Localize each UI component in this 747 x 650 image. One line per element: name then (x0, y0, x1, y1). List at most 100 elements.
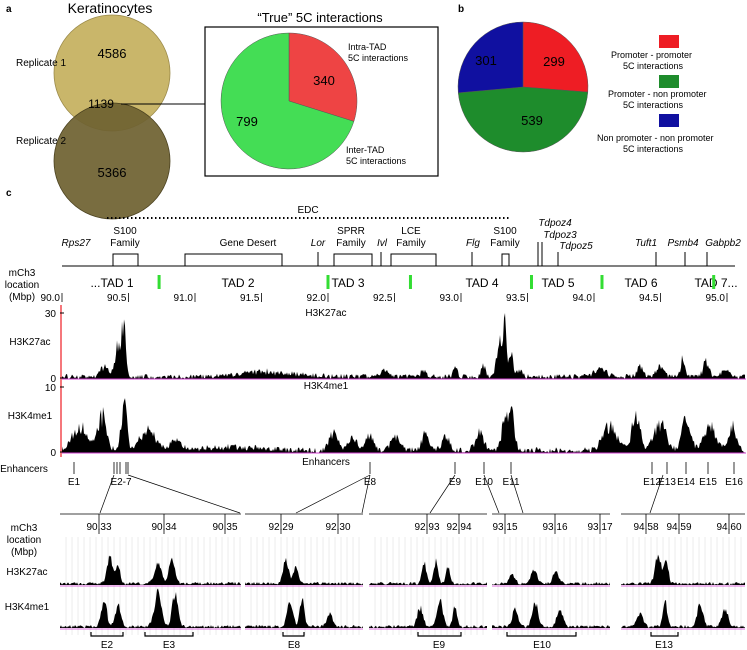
location-tick-label: 95.0 (706, 293, 726, 304)
venn-replicate2-circle (53, 102, 171, 220)
gene-desert-label: Gene Desert (220, 238, 277, 249)
location-tick-label: 90.0 (41, 293, 61, 304)
legend-nonpromoter-nonpromoter-1: Non promoter - non promoter (597, 133, 714, 143)
enhancer-label: E1 (68, 477, 81, 488)
zoom-enhancer-label: E9 (433, 640, 446, 650)
legend-promoter-nonpromoter-2: 5C interactions (623, 100, 684, 110)
zoom-h3k4me1-signal (621, 600, 745, 628)
zoom5-connector (649, 474, 664, 514)
gene-s100-family-1a: S100 (113, 226, 137, 237)
gene-track (62, 242, 735, 267)
promoter-nonpromoter-slice (457, 86, 589, 153)
zoom-tick-label: 93.17 (587, 522, 612, 533)
legend-promoter-nonpromoter-1: Promoter - non promoter (608, 89, 707, 99)
gene-psmb4: Psmb4 (667, 238, 699, 249)
zoom-panel-4: 93.15 93.16 93.17 E10 (492, 513, 613, 650)
pie1-chart: 340 799 (220, 32, 358, 170)
h3k4me1-ymin: 0 (50, 448, 56, 459)
zoom-tick-label: 94.60 (716, 522, 741, 533)
zoom-tick-label: 94.58 (633, 522, 658, 533)
gene-rps27: Rps27 (62, 238, 91, 249)
zoom-tick-label: 90.34 (151, 522, 176, 533)
intra-tad-label-2: 5C interactions (348, 53, 409, 63)
zoom-tick-label: 93.16 (542, 522, 567, 533)
venn-overlap-count: 1139 (88, 97, 114, 111)
zoom-h3k27ac-signal (492, 569, 610, 585)
gene-s100-family-2a: S100 (493, 226, 517, 237)
inter-tad-value: 799 (236, 114, 258, 129)
zoom1-connector-right (127, 474, 241, 514)
tad-boundary-marker (712, 275, 716, 289)
zoom2-connector-right (361, 474, 371, 514)
zoom-enhancer-bracket (650, 632, 679, 637)
tad-1-label: ...TAD 1 (90, 276, 133, 290)
h3k27ac-ymax: 30 (45, 309, 57, 320)
gene-s100-family-2b: Family (490, 238, 519, 249)
gene-sprr-family-b: Family (336, 238, 365, 249)
pie2-chart: 299 539 301 (457, 21, 589, 153)
zoom-tick-label: 92.29 (268, 522, 293, 533)
true-interactions-box (204, 26, 439, 177)
gene-tuft1: Tuft1 (635, 238, 657, 249)
zoom-enhancer-bracket (90, 632, 124, 637)
h3k4me1-track-title: H3K4me1 (304, 381, 349, 392)
zoom-h3k4me1-signal (60, 588, 241, 628)
promoter-promoter-value: 299 (543, 54, 565, 69)
zoom2-connector-left (295, 474, 371, 514)
location-axis: 90.0 90.5 91.0 91.5 92.0 92.5 93.0 93.5 94.0 94.5… (41, 275, 728, 304)
zoom-tick-label: 90.35 (212, 522, 237, 533)
gene-lor: Lor (311, 238, 326, 249)
tad-5-label: TAD 5 (541, 276, 574, 290)
lce-family-box (390, 253, 437, 267)
zoom-h3k4me1-label: H3K4me1 (5, 602, 50, 613)
zoom-enhancer-bracket (417, 632, 462, 637)
enhancer-label: E2-7 (110, 477, 132, 488)
enhancer-label: E10 (475, 477, 493, 488)
enhancer-label: E15 (699, 477, 717, 488)
zoom-panel-3: 92.93 92.94 E9 (369, 513, 487, 650)
tad-7-label: TAD 7... (694, 276, 737, 290)
tad-boundary-marker (408, 275, 412, 289)
s100-family-box (112, 253, 139, 267)
axis-label-mch3: mCh3 (9, 268, 36, 279)
intra-tad-label-1: Intra-TAD (348, 42, 387, 52)
panel-c-label: c (6, 188, 12, 199)
gene-gabpb2: Gabpb2 (705, 238, 741, 249)
tad-3-label: TAD 3 (331, 276, 364, 290)
venn-replicate1-count: 4586 (98, 46, 127, 61)
gene-flg: Flg (466, 238, 480, 249)
zoom1-connector-left (99, 474, 115, 514)
promoter-nonpromoter-value: 539 (521, 113, 543, 128)
inter-tad-label-2: 5C interactions (346, 156, 407, 166)
enhancer-label: E14 (677, 477, 695, 488)
gene-tdpoz3: Tdpoz3 (543, 230, 577, 241)
legend-nonpromoter-nonpromoter-2: 5C interactions (623, 144, 684, 154)
h3k4me1-ylabel: H3K4me1 (8, 411, 53, 422)
enhancer-label: E16 (725, 477, 743, 488)
zoom-enhancer-bracket (282, 632, 305, 637)
location-tick-label: 92.0 (307, 293, 327, 304)
zoom-h3k4me1-signal (369, 598, 487, 628)
nonpromoter-nonpromoter-slice (457, 21, 524, 94)
promoter-promoter-slice (522, 21, 589, 93)
inter-tad-label-1: Inter-TAD (346, 145, 385, 155)
zoom-enhancer-label: E2 (101, 640, 114, 650)
legend-swatch-promoter-nonpromoter (659, 75, 679, 88)
zoom-tick-label: 94.59 (666, 522, 691, 533)
gene-lce-family-a: LCE (401, 226, 421, 237)
tad-layer: ...TAD 1 TAD 2 TAD 3 TAD 4 TAD 5 TAD 6 T… (90, 276, 737, 290)
zoom-tick-label: 92.93 (414, 522, 439, 533)
pie1-title: “True” 5C interactions (257, 10, 383, 25)
zoom-h3k27ac-signal (245, 557, 363, 585)
gene-s100-family-1b: Family (110, 238, 139, 249)
location-tick-label: 94.0 (573, 293, 593, 304)
legend-promoter-promoter-2: 5C interactions (623, 61, 684, 71)
tad-4-label: TAD 4 (465, 276, 498, 290)
zoom-panel-2: 92.29 92.30 E8 (245, 513, 363, 650)
zoom-tick-label: 93.15 (492, 522, 517, 533)
sprr-family-box (333, 253, 373, 267)
panel-a-label: a (6, 4, 12, 15)
enhancer-label: E8 (364, 477, 377, 488)
